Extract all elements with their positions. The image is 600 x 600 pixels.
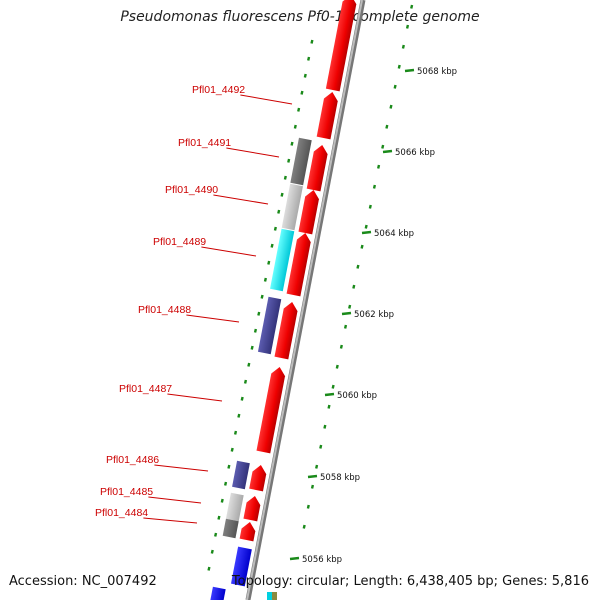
gene-label-pfl01-4487[interactable]: Pfl01_4487: [119, 383, 223, 402]
backbone-strand: [245, 0, 366, 600]
gene-label-pfl01-4489[interactable]: Pfl01_4489: [153, 236, 257, 257]
feature-cyan-stub[interactable]: [267, 592, 272, 600]
gene-label-text: Pfl01_4485: [100, 486, 153, 498]
cds-pfl01-4486[interactable]: [249, 464, 268, 492]
scale-tick-label: 5064 kbp: [374, 229, 414, 239]
cds-pfl01-4492[interactable]: [316, 91, 340, 140]
gene-label-pfl01-4492[interactable]: Pfl01_4492: [192, 84, 293, 105]
cds-blue-lower[interactable]: [231, 546, 252, 587]
feature-slate-4486[interactable]: [232, 460, 250, 490]
scale-tick-5066: 5066 kbp: [382, 148, 435, 158]
scale-tick-label: 5068 kbp: [417, 67, 457, 77]
gene-label-text: Pfl01_4489: [153, 236, 206, 248]
scale-tick-label: 5056 kbp: [302, 555, 342, 565]
topology-text: Topology: circular; Length: 6,438,405 bp…: [231, 574, 589, 589]
gene-label-text: Pfl01_4490: [165, 184, 218, 196]
cds-pfl01-4488[interactable]: [274, 301, 299, 360]
cds-pfl01-4484[interactable]: [239, 521, 257, 542]
scale-tick-5064: 5064 kbp: [361, 229, 414, 239]
gene-label-leader: [186, 314, 240, 323]
scale-tick-5056: 5056 kbp: [289, 555, 342, 565]
gene-label-leader: [148, 496, 202, 504]
gene-label-leader: [213, 194, 269, 205]
scale-ticks: 5068 kbp 5066 kbp 5064 kbp 5062 kbp 5060 kbp…: [289, 67, 457, 565]
gene-label-text: Pfl01_4486: [106, 454, 159, 466]
gene-label-pfl01-4491[interactable]: Pfl01_4491: [178, 137, 280, 158]
accession-text: Accession: NC_007492: [9, 574, 157, 589]
cds-pfl01-4491[interactable]: [306, 144, 329, 192]
gene-label-pfl01-4488[interactable]: Pfl01_4488: [138, 304, 240, 323]
scale-tick-5068: 5068 kbp: [404, 67, 457, 77]
gene-label-leader: [201, 246, 257, 257]
gene-label-leader: [154, 464, 209, 472]
feature-cyan-4489[interactable]: [270, 228, 295, 292]
gene-label-layer: Pfl01_4492 Pfl01_4491 Pfl01_4490 Pfl01_4489…: [95, 84, 293, 524]
gene-label-text: Pfl01_4488: [138, 304, 191, 316]
gene-label-leader: [143, 517, 198, 524]
genome-title: Pseudomonas fluorescens Pf0-1, complete …: [120, 9, 480, 25]
gene-label-text: Pfl01_4484: [95, 507, 148, 519]
gene-label-text: Pfl01_4491: [178, 137, 231, 149]
feature-slate-4488[interactable]: [257, 296, 282, 355]
feature-dark-4491[interactable]: [290, 137, 312, 186]
gene-label-pfl01-4485[interactable]: Pfl01_4485: [100, 486, 202, 504]
scale-tick-5062: 5062 kbp: [341, 310, 394, 320]
gc-content-track-outer: [302, 4, 414, 529]
feature-light-4485[interactable]: [225, 492, 244, 522]
gene-label-leader: [240, 94, 293, 105]
feature-olive-stub[interactable]: [272, 592, 277, 600]
feature-blue-bottom[interactable]: [209, 586, 226, 600]
scale-tick-5060: 5060 kbp: [324, 391, 377, 401]
gene-label-text: Pfl01_4487: [119, 383, 172, 395]
gene-label-leader: [226, 147, 280, 158]
gene-label-pfl01-4486[interactable]: Pfl01_4486: [106, 454, 209, 472]
gene-label-pfl01-4484[interactable]: Pfl01_4484: [95, 507, 198, 524]
feature-dark-4484[interactable]: [222, 518, 239, 539]
feature-light-4490[interactable]: [281, 183, 303, 231]
gene-label-text: Pfl01_4492: [192, 84, 245, 96]
cds-pfl01-4490[interactable]: [298, 189, 320, 235]
cds-pfl01-4485[interactable]: [243, 495, 261, 522]
cds-pfl01-4487[interactable]: [256, 366, 286, 454]
gene-label-leader: [167, 393, 223, 402]
cds-pfl01-4489[interactable]: [286, 232, 313, 297]
feature-track: [209, 0, 357, 600]
scale-tick-label: 5058 kbp: [320, 473, 360, 483]
scale-tick-5058: 5058 kbp: [307, 473, 360, 483]
cds-pfl01-4493[interactable]: [325, 0, 358, 92]
scale-tick-label: 5062 kbp: [354, 310, 394, 320]
gene-label-pfl01-4490[interactable]: Pfl01_4490: [165, 184, 269, 205]
scale-tick-label: 5066 kbp: [395, 148, 435, 158]
gc-content-track-inner: [207, 39, 314, 571]
scale-tick-label: 5060 kbp: [337, 391, 377, 401]
